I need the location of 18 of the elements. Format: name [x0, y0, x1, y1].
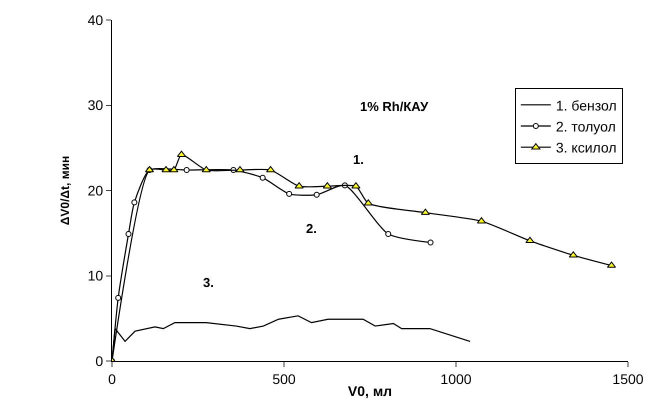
annotation: 1% Rh/КАУ [360, 99, 430, 114]
legend-label: 1. бензол [556, 97, 617, 114]
x-tick-label: 500 [272, 370, 296, 387]
y-tick-label: 30 [88, 97, 104, 114]
y-axis-title: ΔV0/Δt, мин [58, 156, 72, 226]
y-tick-label: 0 [95, 352, 104, 369]
legend-label: 2. толуол [556, 118, 616, 134]
annotation: 2. [306, 221, 317, 236]
y-tick-label: 20 [88, 182, 104, 198]
legend-label: 3. ксилол [556, 140, 616, 156]
annotation: 3. [203, 275, 214, 290]
x-tick-label: 1500 [612, 370, 644, 387]
annotation: 1. [353, 152, 364, 167]
x-axis-title: V0, мл [348, 383, 392, 400]
y-tick-label: 10 [88, 268, 104, 284]
x-tick-label: 1000 [440, 370, 472, 387]
x-tick-label: 0 [108, 370, 116, 387]
y-tick-label: 40 [88, 12, 104, 28]
